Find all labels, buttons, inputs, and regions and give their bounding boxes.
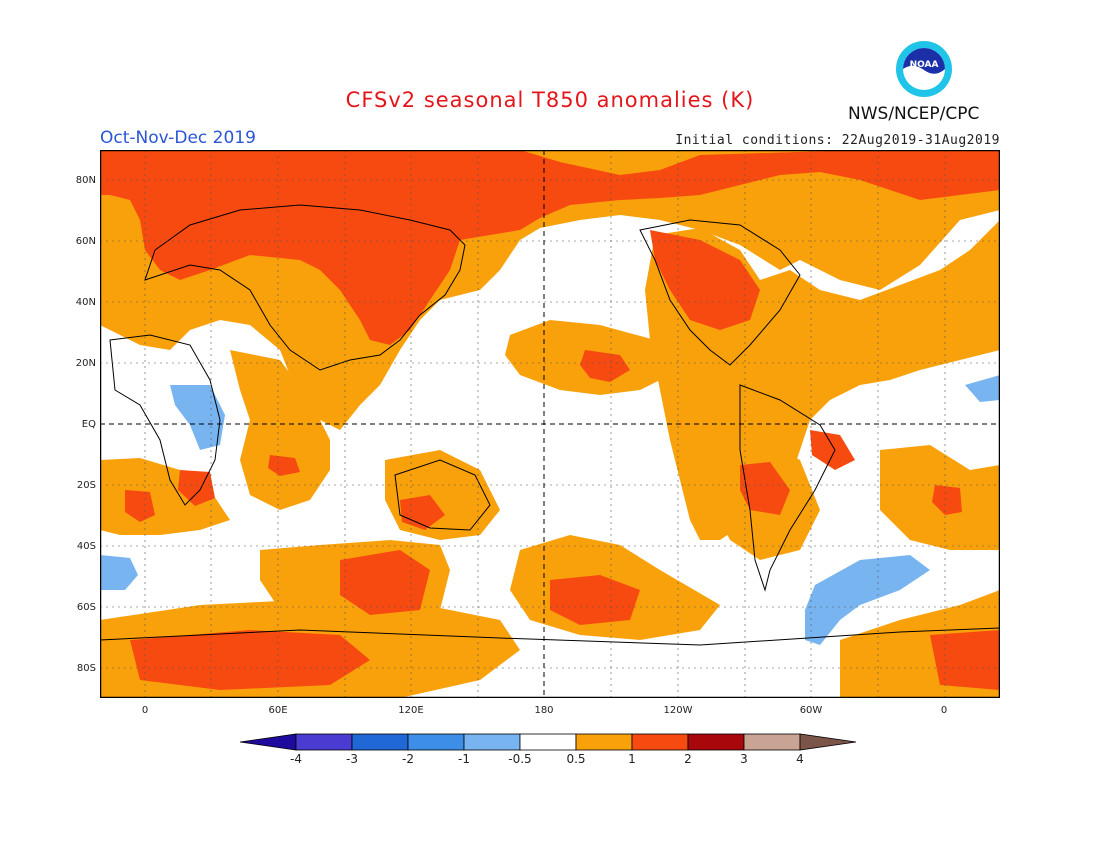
lat-label-60s: 60S — [76, 602, 96, 613]
map-frame — [100, 150, 1000, 698]
lat-label-80s: 80S — [76, 663, 96, 674]
australia-warm-core — [400, 495, 445, 530]
lat-label-80n: 80N — [75, 175, 96, 186]
colorbar-label-2: 2 — [684, 752, 692, 766]
colorbar-segment — [631, 733, 689, 751]
south-atlantic-east-warm-core — [932, 485, 962, 515]
map-canvas — [100, 150, 1000, 698]
lat-label-20s: 20S — [76, 480, 96, 491]
south-atlantic-cool — [100, 555, 138, 590]
lon-label-0-west: 0 — [141, 705, 149, 716]
atlantic-cool — [965, 375, 1000, 402]
reference-lines — [100, 150, 1000, 698]
anomaly-map — [100, 150, 1000, 698]
south-atlantic-east-cool — [805, 555, 930, 645]
colorbar-arrow-right — [799, 733, 857, 751]
lon-label-60w: 60W — [799, 705, 823, 716]
colorbar-segment — [407, 733, 465, 751]
northern-hemisphere-warm — [100, 150, 1000, 345]
lon-label-60e: 60E — [268, 705, 288, 716]
colorbar-segment — [575, 733, 633, 751]
colorbar-label-1: 1 — [628, 752, 636, 766]
map-title: CFSv2 seasonal T850 anomalies (K) — [345, 88, 755, 112]
colorbar-label-0-5: 0.5 — [566, 752, 586, 766]
south-america-warm-core — [810, 430, 855, 470]
gridlines — [100, 150, 1000, 698]
logo-text: NOAA — [910, 60, 939, 70]
indian-ocean-warm — [230, 350, 330, 510]
north-america-coastline — [639, 219, 801, 366]
colorbar-segment — [463, 733, 521, 751]
africa-coastline — [109, 334, 221, 506]
colorbar-segment — [687, 733, 745, 751]
australia-coastline — [394, 459, 491, 531]
coastlines — [100, 204, 1000, 646]
colorbar-segment — [351, 733, 409, 751]
season-label: Oct-Nov-Dec 2019 — [100, 128, 256, 148]
central-pacific-warm-core — [580, 350, 630, 382]
southeast-pacific-warm-core — [740, 462, 790, 515]
colorbar-label-4: 4 — [796, 752, 804, 766]
colorbar-label-3: 3 — [740, 752, 748, 766]
colorbar-segments — [240, 733, 857, 751]
noaa-logo-icon: NOAA — [896, 41, 952, 97]
colorbar-label-minus4: -4 — [290, 752, 302, 766]
indian-ocean-warm-core — [268, 455, 300, 476]
lat-label-eq: EQ — [81, 419, 96, 430]
antarctic-warm-core-west — [130, 630, 370, 690]
initial-conditions-label: Initial conditions: 22Aug2019-31Aug2019 — [675, 133, 1000, 148]
lat-label-20n: 20N — [75, 358, 96, 369]
colorbar-label-minus3: -3 — [346, 752, 358, 766]
colorbar-label-minus1: -1 — [458, 752, 470, 766]
colorbar-label-minus0-5: -0.5 — [508, 752, 532, 766]
lat-label-60n: 60N — [75, 236, 96, 247]
colorbar-arrow-left — [240, 733, 297, 751]
lat-label-40s: 40S — [76, 541, 96, 552]
lon-label-0-east: 0 — [940, 705, 948, 716]
colorbar-segment — [743, 733, 801, 751]
antarctic-warm-core-east — [930, 630, 1000, 690]
colorbar — [240, 733, 857, 751]
south-pacific-warm-core — [550, 575, 640, 625]
lon-label-120w: 120W — [663, 705, 693, 716]
south-atlantic-warm-core — [125, 490, 155, 522]
agency-label: NWS/NCEP/CPC — [848, 104, 980, 124]
lon-label-120e: 120E — [398, 705, 424, 716]
lat-label-40n: 40N — [75, 297, 96, 308]
north-america-warm-core — [650, 230, 760, 330]
colorbar-label-minus2: -2 — [402, 752, 414, 766]
lon-label-180: 180 — [534, 705, 554, 716]
light-warm-anomalies — [100, 150, 1000, 698]
colorbar-segment — [295, 733, 353, 751]
eurasia-coastline — [144, 204, 466, 371]
south-indian-ocean-warm-core — [340, 550, 430, 615]
antarctica-coastline — [100, 627, 1000, 646]
south-america-coastline — [739, 384, 836, 592]
warm-anomalies — [100, 150, 1000, 690]
colorbar-segment — [519, 733, 577, 751]
